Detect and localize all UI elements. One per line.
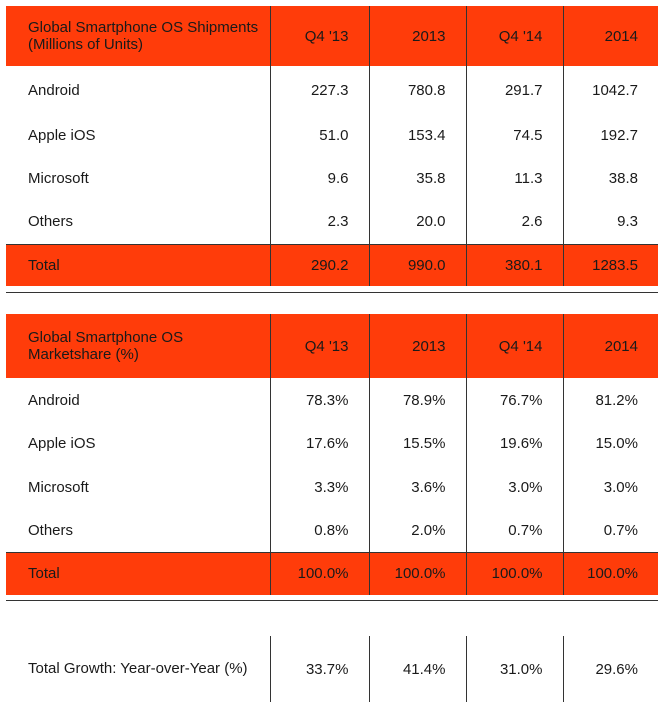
table-row: Others 0.8% 2.0% 0.7% 0.7% (6, 509, 658, 552)
table-row: Android 78.3% 78.9% 76.7% 81.2% (6, 378, 658, 422)
table-cell: 17.6% (269, 422, 369, 465)
table-divider (6, 600, 658, 601)
table-cell: 35.8 (368, 157, 466, 200)
table-cell: 380.1 (465, 243, 563, 286)
table-cell: 78.3% (269, 378, 369, 422)
table-cell: 153.4 (368, 114, 466, 157)
table-cell: 38.8 (562, 157, 658, 200)
table-cell: 1283.5 (562, 243, 658, 286)
table-divider (6, 292, 658, 293)
table-cell: 2.6 (465, 200, 563, 244)
table-title: Global Smartphone OS Shipments (Millions… (6, 6, 270, 66)
row-label: Microsoft (28, 170, 89, 187)
column-header: 2014 (562, 6, 658, 66)
total-row: Total 100.0% 100.0% 100.0% 100.0% (6, 551, 658, 595)
row-label: Total (6, 243, 270, 286)
table-row: Android 227.3 780.8 291.7 1042.7 (6, 66, 658, 114)
table-row: Apple iOS 51.0 153.4 74.5 192.7 (6, 114, 658, 157)
table-cell: 3.3% (269, 465, 369, 509)
table-cell: 780.8 (368, 66, 466, 114)
row-label: Microsoft (28, 478, 89, 496)
table-cell: 9.6 (269, 157, 369, 200)
table-cell: 15.5% (368, 422, 466, 465)
table-cell: 3.0% (562, 465, 658, 509)
row-label: Others (28, 521, 74, 539)
table-cell: 81.2% (562, 378, 658, 422)
table-cell: 51.0 (269, 114, 369, 157)
table-cell: 3.0% (465, 465, 563, 509)
table-cell: 0.7% (465, 509, 563, 552)
column-header: Q4 '14 (465, 314, 563, 378)
table-row: Apple iOS 17.6% 15.5% 19.6% 15.0% (6, 422, 658, 465)
shipments-table: Global Smartphone OS Shipments (Millions… (6, 6, 658, 286)
column-header: Q4 '14 (465, 6, 563, 66)
column-header: Q4 '13 (269, 314, 369, 378)
table-title: Global Smartphone OS Marketshare (%) (6, 314, 270, 378)
column-header: 2013 (368, 6, 466, 66)
row-label: Apple iOS (28, 127, 96, 144)
row-label: Android (28, 391, 80, 409)
table-row: Microsoft 9.6 35.8 11.3 38.8 (6, 157, 658, 200)
table-cell: 76.7% (465, 378, 563, 422)
column-header: 2013 (368, 314, 466, 378)
table-cell: 227.3 (269, 66, 369, 114)
table-cell: 100.0% (368, 551, 466, 595)
row-label: Total (6, 551, 270, 595)
table-cell: 3.6% (368, 465, 466, 509)
column-header: Q4 '13 (269, 6, 369, 66)
table-cell: 19.6% (465, 422, 563, 465)
row-label: Total Growth: Year-over-Year (%) (28, 660, 248, 677)
table-cell: 2.3 (269, 200, 369, 244)
table-cell: 20.0 (368, 200, 466, 244)
marketshare-table: Global Smartphone OS Marketshare (%) Q4 … (6, 314, 658, 595)
table-cell: 15.0% (562, 422, 658, 465)
table-cell: 100.0% (465, 551, 563, 595)
table-cell: 33.7% (269, 636, 369, 702)
row-label: Android (28, 81, 80, 99)
table-cell: 291.7 (465, 66, 563, 114)
table-header-row: Global Smartphone OS Marketshare (%) Q4 … (6, 314, 658, 378)
table-cell: 2.0% (368, 509, 466, 552)
table-row: Others 2.3 20.0 2.6 9.3 (6, 200, 658, 244)
table-cell: 100.0% (562, 551, 658, 595)
growth-table: Total Growth: Year-over-Year (%) 33.7% 4… (6, 636, 658, 702)
table-cell: 1042.7 (562, 66, 658, 114)
table-cell: 29.6% (562, 636, 658, 702)
table-row: Microsoft 3.3% 3.6% 3.0% 3.0% (6, 465, 658, 509)
table-cell: 990.0 (368, 243, 466, 286)
table-cell: 290.2 (269, 243, 369, 286)
table-cell: 41.4% (368, 636, 466, 702)
table-header-row: Global Smartphone OS Shipments (Millions… (6, 6, 658, 66)
table-cell: 0.8% (269, 509, 369, 552)
table-cell: 100.0% (269, 551, 369, 595)
row-label: Apple iOS (28, 435, 96, 452)
row-label: Others (28, 213, 74, 231)
table-cell: 9.3 (562, 200, 658, 244)
column-header: 2014 (562, 314, 658, 378)
table-cell: 74.5 (465, 114, 563, 157)
table-cell: 11.3 (465, 157, 563, 200)
table-cell: 31.0% (465, 636, 563, 702)
growth-row: Total Growth: Year-over-Year (%) 33.7% 4… (6, 636, 658, 702)
table-cell: 192.7 (562, 114, 658, 157)
table-cell: 0.7% (562, 509, 658, 552)
total-row: Total 290.2 990.0 380.1 1283.5 (6, 243, 658, 286)
table-cell: 78.9% (368, 378, 466, 422)
